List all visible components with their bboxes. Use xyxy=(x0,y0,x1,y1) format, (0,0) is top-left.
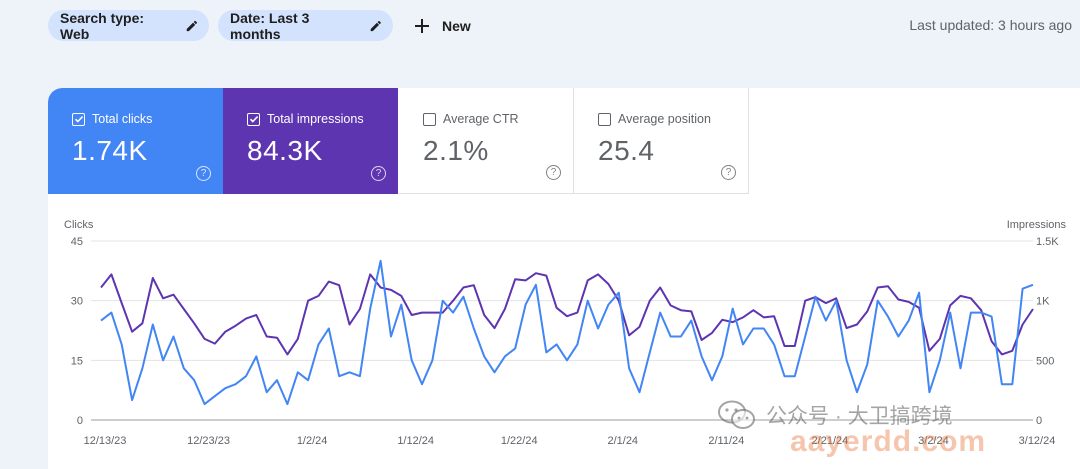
series-line-clicks xyxy=(100,259,1034,406)
y-tick-right: 0 xyxy=(1036,415,1042,427)
x-tick-label: 2/11/24 xyxy=(708,435,744,447)
average-ctr-value: 2.1% xyxy=(423,135,489,166)
help-icon[interactable]: ? xyxy=(546,165,561,180)
edit-pencil-icon xyxy=(371,20,382,31)
plus-icon xyxy=(415,18,429,33)
y-axis-right-title: Impressions xyxy=(1007,219,1067,231)
x-tick-label: 12/23/23 xyxy=(187,435,230,447)
x-tick-label: 2/21/24 xyxy=(812,435,849,447)
search-type-filter-chip[interactable]: Search type: Web xyxy=(48,9,209,42)
average-ctr-tile[interactable]: Average CTR 2.1% ? xyxy=(399,88,574,194)
help-icon[interactable]: ? xyxy=(371,166,386,181)
help-icon[interactable]: ? xyxy=(196,166,211,181)
total-clicks-label: Total clicks xyxy=(92,112,153,126)
y-tick-right: 500 xyxy=(1036,355,1054,367)
total-impressions-tile[interactable]: Total impressions 84.3K ? xyxy=(223,88,398,194)
series-line-impressions xyxy=(100,272,1034,356)
x-tick-label: 3/2/24 xyxy=(918,435,949,447)
average-position-value: 25.4 xyxy=(598,135,655,166)
checkbox-unchecked-icon[interactable] xyxy=(598,112,611,126)
performance-card: Total clicks 1.74K ? Total impressions 8… xyxy=(48,88,1080,469)
total-clicks-value: 1.74K xyxy=(72,135,148,166)
total-impressions-value: 84.3K xyxy=(247,135,323,166)
x-tick-label: 1/22/24 xyxy=(501,435,538,447)
checkbox-unchecked-icon[interactable] xyxy=(423,112,436,126)
average-ctr-label: Average CTR xyxy=(443,112,519,126)
y-tick-left: 0 xyxy=(77,415,83,427)
search-type-filter-label: Search type: Web xyxy=(60,9,145,42)
average-position-label: Average position xyxy=(618,112,711,126)
x-tick-label: 3/12/24 xyxy=(1019,435,1056,447)
y-axis-left-title: Clicks xyxy=(64,219,94,231)
x-tick-label: 2/1/24 xyxy=(607,435,638,447)
new-filter-button[interactable]: New xyxy=(406,10,479,41)
average-position-tile[interactable]: Average position 25.4 ? xyxy=(574,88,749,194)
total-impressions-label: Total impressions xyxy=(267,112,364,126)
y-tick-right: 1K xyxy=(1036,296,1050,308)
checkbox-checked-icon[interactable] xyxy=(247,112,260,126)
y-tick-left: 30 xyxy=(71,296,83,308)
new-filter-label: New xyxy=(442,17,471,34)
date-filter-label: Date: Last 3 months xyxy=(230,9,310,42)
checkbox-checked-icon[interactable] xyxy=(72,112,85,126)
help-icon[interactable]: ? xyxy=(721,165,736,180)
x-tick-label: 1/2/24 xyxy=(297,435,328,447)
x-tick-label: 1/12/24 xyxy=(397,435,434,447)
y-tick-left: 45 xyxy=(71,236,83,248)
y-tick-left: 15 xyxy=(71,355,83,367)
last-updated-text: Last updated: 3 hours ago xyxy=(909,17,1072,33)
total-clicks-tile[interactable]: Total clicks 1.74K ? xyxy=(48,88,223,194)
y-tick-right: 1.5K xyxy=(1036,236,1059,248)
edit-pencil-icon xyxy=(186,20,198,31)
x-tick-label: 12/13/23 xyxy=(84,435,127,447)
date-filter-chip[interactable]: Date: Last 3 months xyxy=(218,9,393,42)
